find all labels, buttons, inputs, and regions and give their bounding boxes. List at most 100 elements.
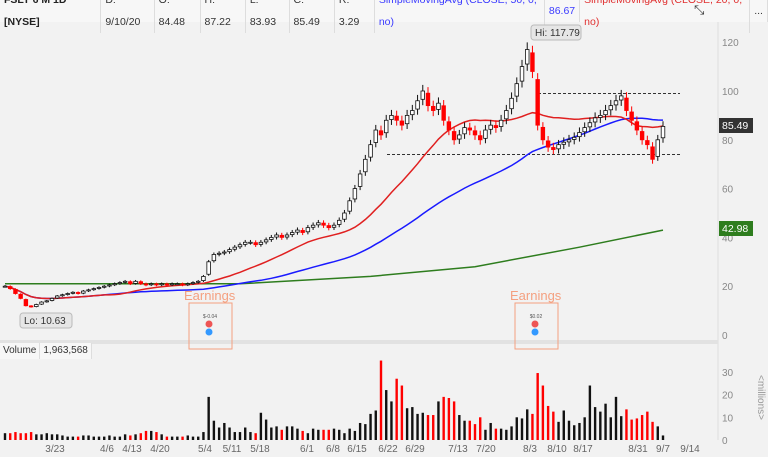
candle	[545, 140, 551, 148]
volume-bar	[552, 411, 555, 440]
panel-splitter[interactable]	[0, 340, 718, 344]
candle	[384, 119, 389, 134]
earnings-marker-2[interactable]: Earnings $0.02	[510, 288, 562, 350]
volume-tick-label: 10	[722, 413, 734, 424]
volume-bar	[50, 434, 54, 440]
date-tick-label: 7/20	[476, 444, 496, 455]
volume-bar	[150, 430, 153, 440]
volume-bar	[400, 385, 404, 440]
volume-bar	[92, 436, 95, 440]
volume-bar	[651, 421, 654, 440]
volume-bar	[71, 436, 75, 440]
candle	[122, 280, 128, 283]
candle	[13, 288, 18, 294]
price-axis: 0 20 40 60 80 100 120	[722, 38, 739, 342]
candle	[514, 83, 519, 97]
candle	[117, 282, 123, 284]
more-studies[interactable]: ...	[750, 0, 768, 22]
volume-bar	[160, 434, 163, 440]
candle	[112, 283, 117, 286]
price-tick-label: 120	[722, 38, 739, 49]
volume-bar	[489, 422, 492, 440]
candle	[55, 295, 60, 299]
sma50-label[interactable]: SimpleMovingAvg (CLOSE, 50, 0, no)	[375, 0, 545, 33]
volume-bar	[35, 434, 38, 440]
symbol-label[interactable]: FSLY 6 M 1D [NYSE]	[0, 0, 102, 33]
volume-bar	[228, 427, 231, 440]
volume-bar	[144, 430, 148, 440]
volume-bar	[134, 434, 137, 440]
date-tick-label: 8/3	[523, 444, 537, 455]
volume-bar	[327, 429, 330, 440]
candle	[180, 283, 185, 286]
candle	[363, 158, 368, 173]
candle	[133, 280, 138, 284]
candle	[551, 147, 556, 150]
sma200-line	[5, 229, 664, 285]
volume-bar	[630, 419, 633, 440]
candle	[608, 105, 613, 111]
candle	[23, 299, 29, 307]
high-value: H: 87.22	[201, 0, 246, 33]
moving-averages	[4, 111, 664, 300]
candle	[342, 212, 347, 220]
volume-bar	[9, 433, 12, 440]
candle	[28, 305, 34, 308]
dividend-info-icon	[205, 328, 213, 336]
volume-bar	[614, 396, 618, 440]
last-price-tag: 85.49	[719, 118, 753, 133]
candle	[577, 132, 582, 138]
volume-bar	[656, 426, 659, 440]
candle	[143, 283, 149, 286]
volume-label[interactable]: Volume	[0, 343, 41, 359]
date-tick-label: 8/10	[547, 444, 567, 455]
volume-bar	[56, 434, 59, 440]
candle	[305, 227, 311, 233]
candle	[368, 144, 373, 158]
sma50-value: 86.67	[545, 0, 581, 22]
candle	[603, 110, 608, 116]
candle	[399, 120, 405, 126]
volume-bar	[61, 435, 64, 440]
candle	[107, 284, 112, 287]
candle	[290, 232, 295, 235]
volume-bar	[207, 396, 210, 440]
candle	[488, 124, 493, 130]
volume-bar	[588, 385, 592, 440]
volume-bar	[155, 432, 158, 440]
date-tick-label: 6/8	[326, 444, 340, 455]
date-tick-label: 6/1	[300, 444, 314, 455]
candle	[175, 283, 180, 286]
earnings-marker-1[interactable]: Earnings $-0.04	[184, 288, 236, 350]
volume-bar	[19, 433, 22, 440]
sma200-tag-text: 42.98	[722, 223, 748, 235]
candle	[347, 200, 352, 212]
candle	[222, 251, 227, 254]
volume-bar	[583, 417, 586, 440]
volume-bar	[103, 436, 106, 440]
sma20-label[interactable]: SimpleMovingAvg (CLOSE, 20, 0, no)	[580, 0, 751, 33]
candle	[39, 301, 44, 305]
candle	[49, 297, 55, 301]
candle	[295, 229, 300, 233]
volume-bar	[176, 436, 179, 440]
collapse-expand-icon[interactable]: ⤡	[694, 3, 705, 18]
volume-bar	[562, 410, 565, 440]
volume-bar	[494, 428, 498, 440]
candle	[582, 127, 587, 133]
candle	[81, 290, 86, 294]
date-tick-label: 5/4	[198, 444, 212, 455]
volume-bar	[593, 407, 597, 440]
candle	[326, 225, 331, 229]
earnings-box	[188, 302, 233, 350]
volume-bar	[473, 424, 477, 440]
date-value: D: 9/10/20	[101, 0, 155, 33]
candle	[269, 236, 274, 240]
candle	[8, 286, 13, 290]
volume-bar	[76, 436, 80, 440]
candle	[316, 222, 321, 226]
earnings-value: $-0.04	[203, 314, 217, 320]
volume-bar	[385, 390, 388, 440]
